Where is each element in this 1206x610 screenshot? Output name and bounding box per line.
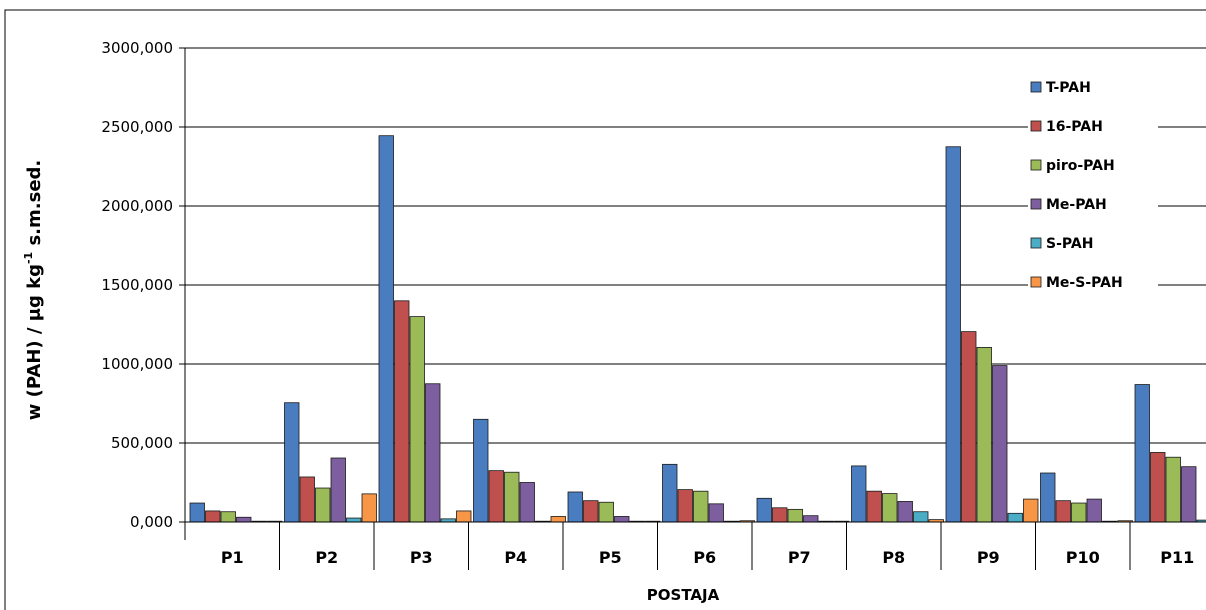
legend-swatch — [1030, 237, 1042, 249]
bar-16-pah-p7 — [772, 507, 788, 523]
x-tick-label: P8 — [882, 548, 905, 567]
bar-piro-pah-p6 — [693, 490, 709, 523]
y-tick-label: 500,000 — [111, 434, 173, 452]
bar-piro-pah-p10 — [1071, 502, 1087, 523]
y-axis-label-superscript: -1 — [22, 252, 35, 264]
legend-swatch — [1030, 159, 1042, 171]
bar-me-pah-p5 — [614, 516, 630, 523]
y-tick-label: 2500,000 — [101, 118, 173, 136]
y-tick-label: 1000,000 — [101, 355, 173, 373]
bar-16-pah-p5 — [583, 500, 599, 523]
bar-me-pah-p9 — [992, 365, 1008, 523]
bar-16-pah-p10 — [1055, 500, 1071, 523]
bar-t-pah-p8 — [851, 465, 867, 523]
bar-piro-pah-p2 — [315, 487, 331, 523]
bar-16-pah-p9 — [961, 331, 977, 523]
bar-t-pah-p11 — [1134, 384, 1150, 523]
bar-16-pah-p11 — [1150, 452, 1166, 523]
bar-s-pah-p8 — [913, 511, 929, 523]
y-tick-label: 2000,000 — [101, 197, 173, 215]
bar-piro-pah-p1 — [220, 511, 236, 523]
x-axis-ticks: P1 P2 P3 P4 P5 P6 P7 P8 P9 P10 P11 — [221, 548, 1194, 567]
bar-me-s-pah-p2 — [361, 493, 377, 523]
bar-me-pah-p7 — [803, 515, 819, 523]
x-tick-label: P11 — [1160, 548, 1194, 567]
x-tick-label: P4 — [504, 548, 527, 567]
bar-t-pah-p3 — [378, 135, 394, 523]
x-tick-label: P10 — [1066, 548, 1100, 567]
bar-s-pah-p9 — [1007, 512, 1023, 523]
legend-entry-background — [1028, 194, 1158, 216]
bar-piro-pah-p4 — [504, 471, 520, 523]
bar-s-pah-p2 — [346, 517, 362, 523]
bar-me-pah-p11 — [1181, 466, 1197, 523]
legend-entry-background — [1028, 155, 1158, 177]
x-tick-label: P9 — [977, 548, 1000, 567]
bar-t-pah-p10 — [1040, 472, 1056, 523]
legend-label: S-PAH — [1046, 236, 1093, 252]
bar-16-pah-p1 — [205, 510, 221, 523]
bar-piro-pah-p11 — [1165, 456, 1181, 523]
bar-me-s-pah-p4 — [550, 516, 566, 523]
bars — [189, 135, 1206, 523]
bar-me-pah-p10 — [1086, 498, 1102, 523]
y-axis-label-tail: s.m.sed. — [24, 160, 45, 252]
bar-16-pah-p4 — [488, 470, 504, 523]
bar-t-pah-p7 — [756, 497, 772, 523]
bar-t-pah-p1 — [189, 502, 205, 523]
bar-me-pah-p1 — [236, 516, 252, 523]
bar-16-pah-p6 — [677, 489, 693, 523]
y-tick-label: 0,000 — [130, 513, 173, 531]
y-axis-label: w (PAH) / μg kg-1 s.m.sed. — [22, 160, 45, 421]
legend-swatch — [1030, 120, 1042, 132]
legend-label: 16-PAH — [1046, 119, 1103, 135]
legend: T-PAH 16-PAH piro-PAH Me-PAH S-PAH Me-S-PAH — [1028, 77, 1158, 294]
bar-t-pah-p6 — [662, 463, 678, 523]
legend-entry-background — [1028, 116, 1158, 138]
legend-label: Me-PAH — [1046, 197, 1107, 213]
bar-16-pah-p3 — [394, 300, 410, 523]
legend-swatch — [1030, 198, 1042, 210]
bar-t-pah-p5 — [567, 491, 583, 523]
y-tick-label: 3000,000 — [101, 39, 173, 57]
bar-me-pah-p4 — [519, 482, 535, 523]
y-axis-label-main: w (PAH) / μg kg — [24, 264, 45, 420]
legend-swatch — [1030, 276, 1042, 288]
legend-entry-background — [1028, 272, 1158, 294]
legend-entry-background — [1028, 77, 1158, 99]
x-tick-label: P3 — [410, 548, 433, 567]
bar-me-s-pah-p9 — [1023, 498, 1039, 523]
bar-piro-pah-p8 — [882, 493, 898, 523]
x-tick-label: P7 — [788, 548, 811, 567]
legend-label: piro-PAH — [1046, 158, 1115, 174]
bar-me-pah-p8 — [897, 501, 913, 523]
x-tick-label: P5 — [599, 548, 622, 567]
x-axis-label: POSTAJA — [647, 586, 720, 604]
x-tick-label: P6 — [693, 548, 716, 567]
bar-t-pah-p9 — [945, 146, 961, 523]
bar-piro-pah-p3 — [409, 316, 425, 523]
bar-t-pah-p2 — [284, 402, 300, 523]
bar-me-pah-p6 — [708, 503, 724, 523]
x-axis — [185, 521, 1206, 570]
legend-entry-background — [1028, 233, 1158, 255]
bar-me-s-pah-p3 — [456, 510, 472, 523]
legend-label: Me-S-PAH — [1046, 275, 1123, 291]
y-tick-label: 1500,000 — [101, 276, 173, 294]
bar-piro-pah-p9 — [976, 347, 992, 523]
bar-t-pah-p4 — [473, 418, 489, 523]
bar-16-pah-p2 — [299, 476, 315, 523]
y-axis-ticks: 0,000 500,000 1000,000 1500,000 2000,000 2500… — [101, 39, 173, 531]
legend-label: T-PAH — [1046, 80, 1091, 96]
legend-swatch — [1030, 81, 1042, 93]
bar-16-pah-p8 — [866, 490, 882, 523]
bar-me-pah-p3 — [425, 383, 441, 523]
bar-piro-pah-p5 — [598, 501, 614, 523]
bar-piro-pah-p7 — [787, 508, 803, 523]
x-tick-label: P1 — [221, 548, 244, 567]
x-tick-label: P2 — [315, 548, 338, 567]
bar-me-pah-p2 — [330, 457, 346, 523]
